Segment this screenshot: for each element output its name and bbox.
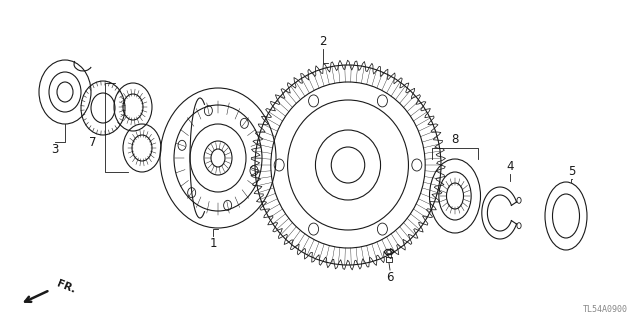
Text: 6: 6	[387, 271, 394, 284]
Text: 4: 4	[506, 160, 514, 173]
Text: 5: 5	[568, 165, 576, 178]
Text: FR.: FR.	[55, 279, 77, 295]
Text: 2: 2	[319, 35, 327, 48]
Text: 1: 1	[209, 237, 217, 250]
Text: 3: 3	[51, 143, 59, 156]
Text: 8: 8	[451, 133, 459, 146]
Text: TL54A0900: TL54A0900	[583, 305, 628, 314]
Text: 7: 7	[89, 136, 97, 149]
